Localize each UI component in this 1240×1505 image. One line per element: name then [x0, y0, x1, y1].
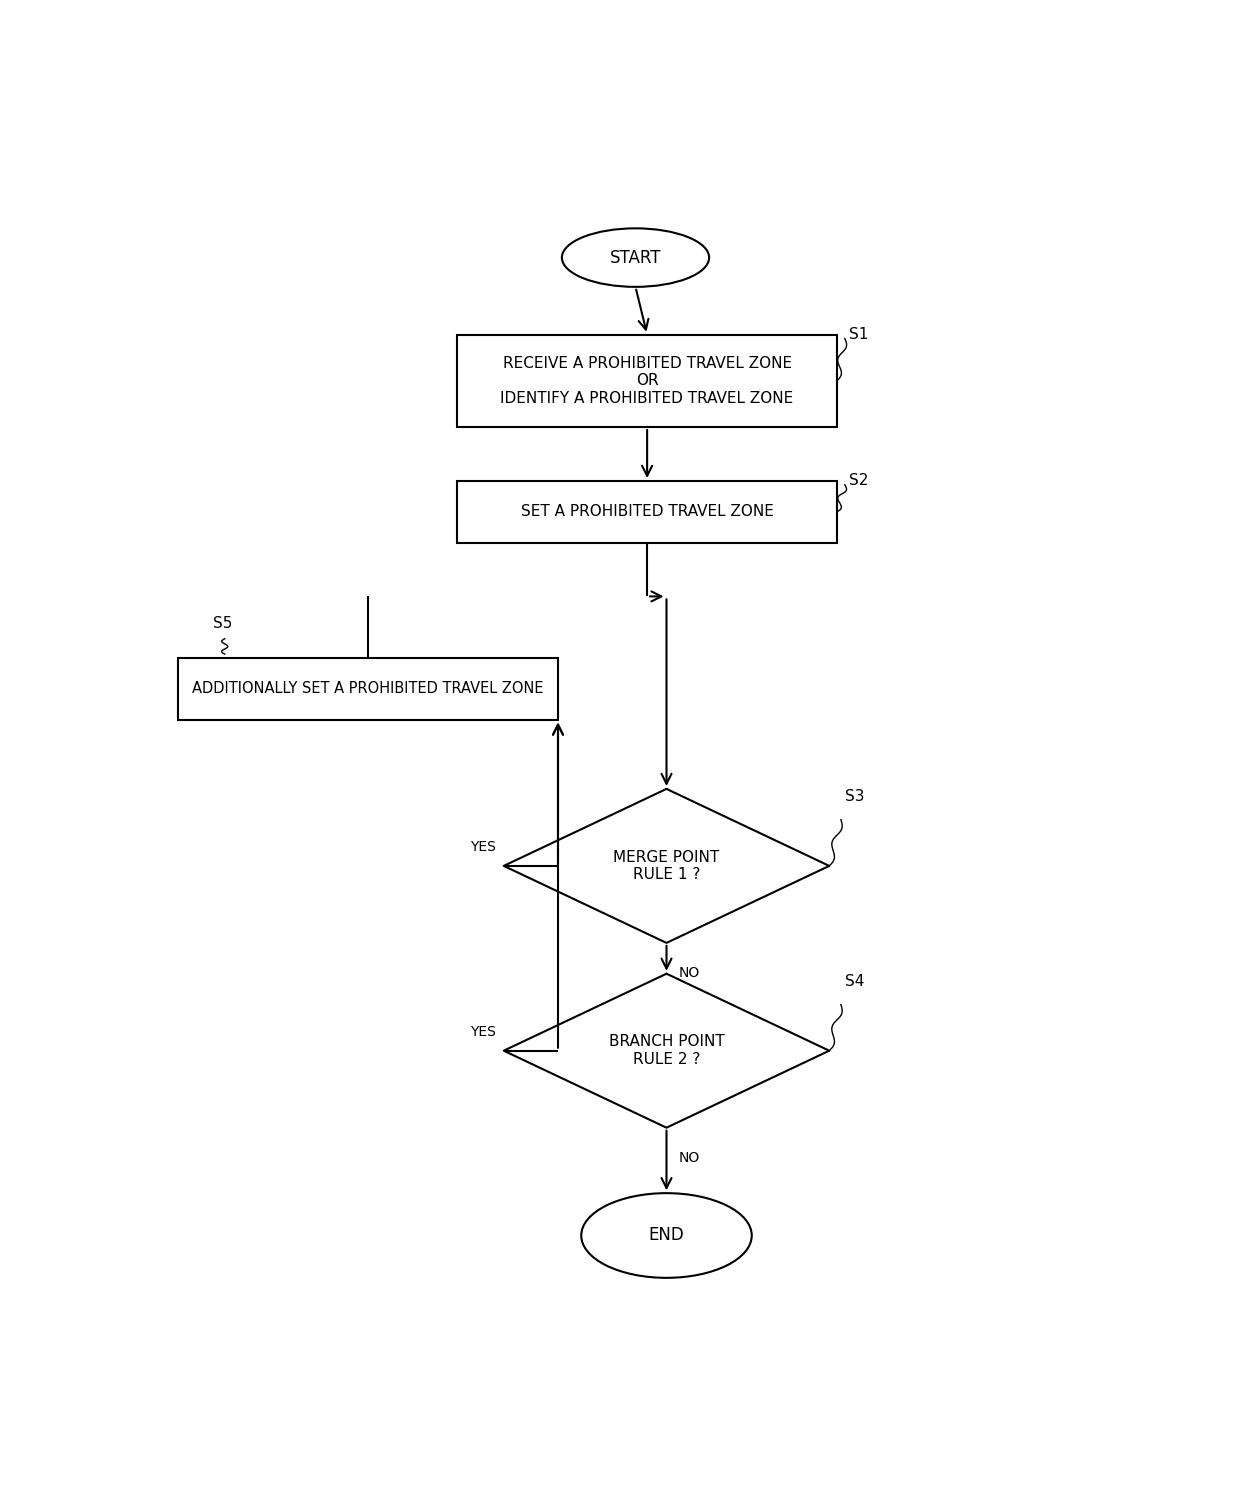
Text: BRANCH POINT
RULE 2 ?: BRANCH POINT RULE 2 ? — [609, 1034, 724, 1067]
Text: START: START — [610, 248, 661, 266]
Text: NO: NO — [678, 1151, 699, 1165]
Bar — [458, 334, 837, 427]
Text: ADDITIONALLY SET A PROHIBITED TRAVEL ZONE: ADDITIONALLY SET A PROHIBITED TRAVEL ZON… — [192, 682, 544, 697]
Text: S5: S5 — [213, 616, 233, 631]
Text: MERGE POINT
RULE 1 ?: MERGE POINT RULE 1 ? — [614, 850, 719, 882]
Text: END: END — [649, 1227, 684, 1245]
Text: S1: S1 — [848, 327, 868, 342]
Text: YES: YES — [470, 840, 496, 855]
Text: SET A PROHIBITED TRAVEL ZONE: SET A PROHIBITED TRAVEL ZONE — [521, 504, 774, 519]
Text: RECEIVE A PROHIBITED TRAVEL ZONE
OR
IDENTIFY A PROHIBITED TRAVEL ZONE: RECEIVE A PROHIBITED TRAVEL ZONE OR IDEN… — [501, 355, 794, 406]
Text: NO: NO — [678, 966, 699, 980]
Bar — [179, 658, 558, 719]
Bar — [458, 482, 837, 542]
Text: S3: S3 — [844, 789, 864, 804]
Text: S4: S4 — [844, 974, 864, 989]
Text: S2: S2 — [848, 474, 868, 489]
Text: YES: YES — [470, 1025, 496, 1038]
